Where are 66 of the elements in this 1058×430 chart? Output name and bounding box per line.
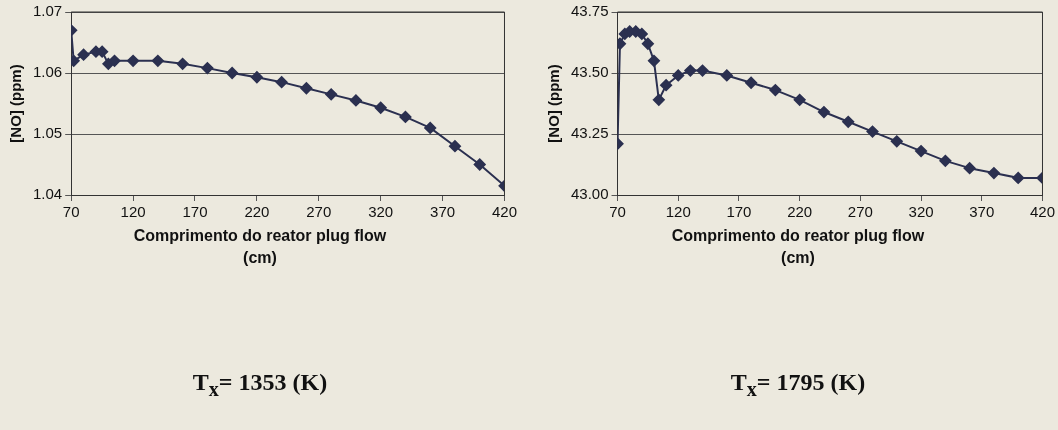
x-tick-label: 420 <box>491 203 517 221</box>
point <box>745 76 758 89</box>
x-tick-label: 320 <box>368 203 394 221</box>
y-tick-label: 1.05 <box>32 124 63 142</box>
point <box>987 167 1000 180</box>
y-tick-label: 1.07 <box>32 2 63 20</box>
y-axis-title: [NO] (ppm) <box>545 64 563 143</box>
x-tick-label: 220 <box>244 203 270 221</box>
point <box>660 79 673 92</box>
point <box>399 110 412 123</box>
x-axis-title: Comprimento do reator plug flow (cm) <box>670 226 926 268</box>
point <box>866 125 879 138</box>
x-tick-label: 70 <box>609 203 626 221</box>
x-axis-title: Comprimento do reator plug flow (cm) <box>132 226 388 268</box>
text: T$_{x}$= 1795 (K) <box>729 369 867 401</box>
point <box>647 54 660 67</box>
point <box>448 140 461 153</box>
y-tick-label: 43.75 <box>570 2 609 20</box>
point <box>349 94 362 107</box>
point <box>201 62 214 75</box>
point <box>890 135 903 148</box>
x-tick-label: 120 <box>120 203 146 221</box>
x-tick-label: 270 <box>306 203 332 221</box>
point <box>374 101 387 114</box>
point <box>226 67 239 79</box>
y-tick-label: 1.04 <box>32 185 63 203</box>
point <box>127 54 140 67</box>
point <box>769 84 782 97</box>
point <box>817 106 830 119</box>
point <box>842 115 855 128</box>
y-tick-label: 43.00 <box>570 185 609 203</box>
point <box>684 64 697 77</box>
y-axis-title: [NO] (ppm) <box>7 64 25 143</box>
y-tick-label: 43.25 <box>570 124 609 142</box>
point <box>963 162 976 175</box>
point <box>793 93 806 106</box>
point <box>939 154 952 167</box>
point <box>151 54 164 67</box>
text: T$_{x}$= 1353 (K) <box>191 369 329 401</box>
point <box>275 76 288 89</box>
x-tick-label: 120 <box>665 203 691 221</box>
x-tick-label: 220 <box>787 203 813 221</box>
x-tick-label: 370 <box>430 203 456 221</box>
point <box>915 145 928 158</box>
y-tick-label: 1.06 <box>32 63 63 81</box>
point <box>424 121 437 134</box>
point <box>325 88 338 101</box>
point <box>652 93 665 106</box>
x-tick-label: 170 <box>182 203 208 221</box>
point <box>641 37 654 50</box>
x-tick-label: 170 <box>726 203 752 221</box>
x-tick-label: 270 <box>847 203 873 221</box>
point <box>250 71 263 84</box>
x-tick-label: 70 <box>62 203 80 221</box>
x-tick-label: 320 <box>908 203 934 221</box>
point <box>77 48 90 61</box>
point <box>696 64 709 77</box>
point <box>672 69 685 82</box>
x-tick-label: 420 <box>1029 203 1055 221</box>
point <box>1012 171 1025 184</box>
point <box>720 69 733 82</box>
point <box>300 82 313 95</box>
y-tick-label: 43.50 <box>570 63 609 81</box>
point <box>176 57 189 70</box>
point <box>473 158 486 171</box>
x-tick-label: 370 <box>969 203 995 221</box>
